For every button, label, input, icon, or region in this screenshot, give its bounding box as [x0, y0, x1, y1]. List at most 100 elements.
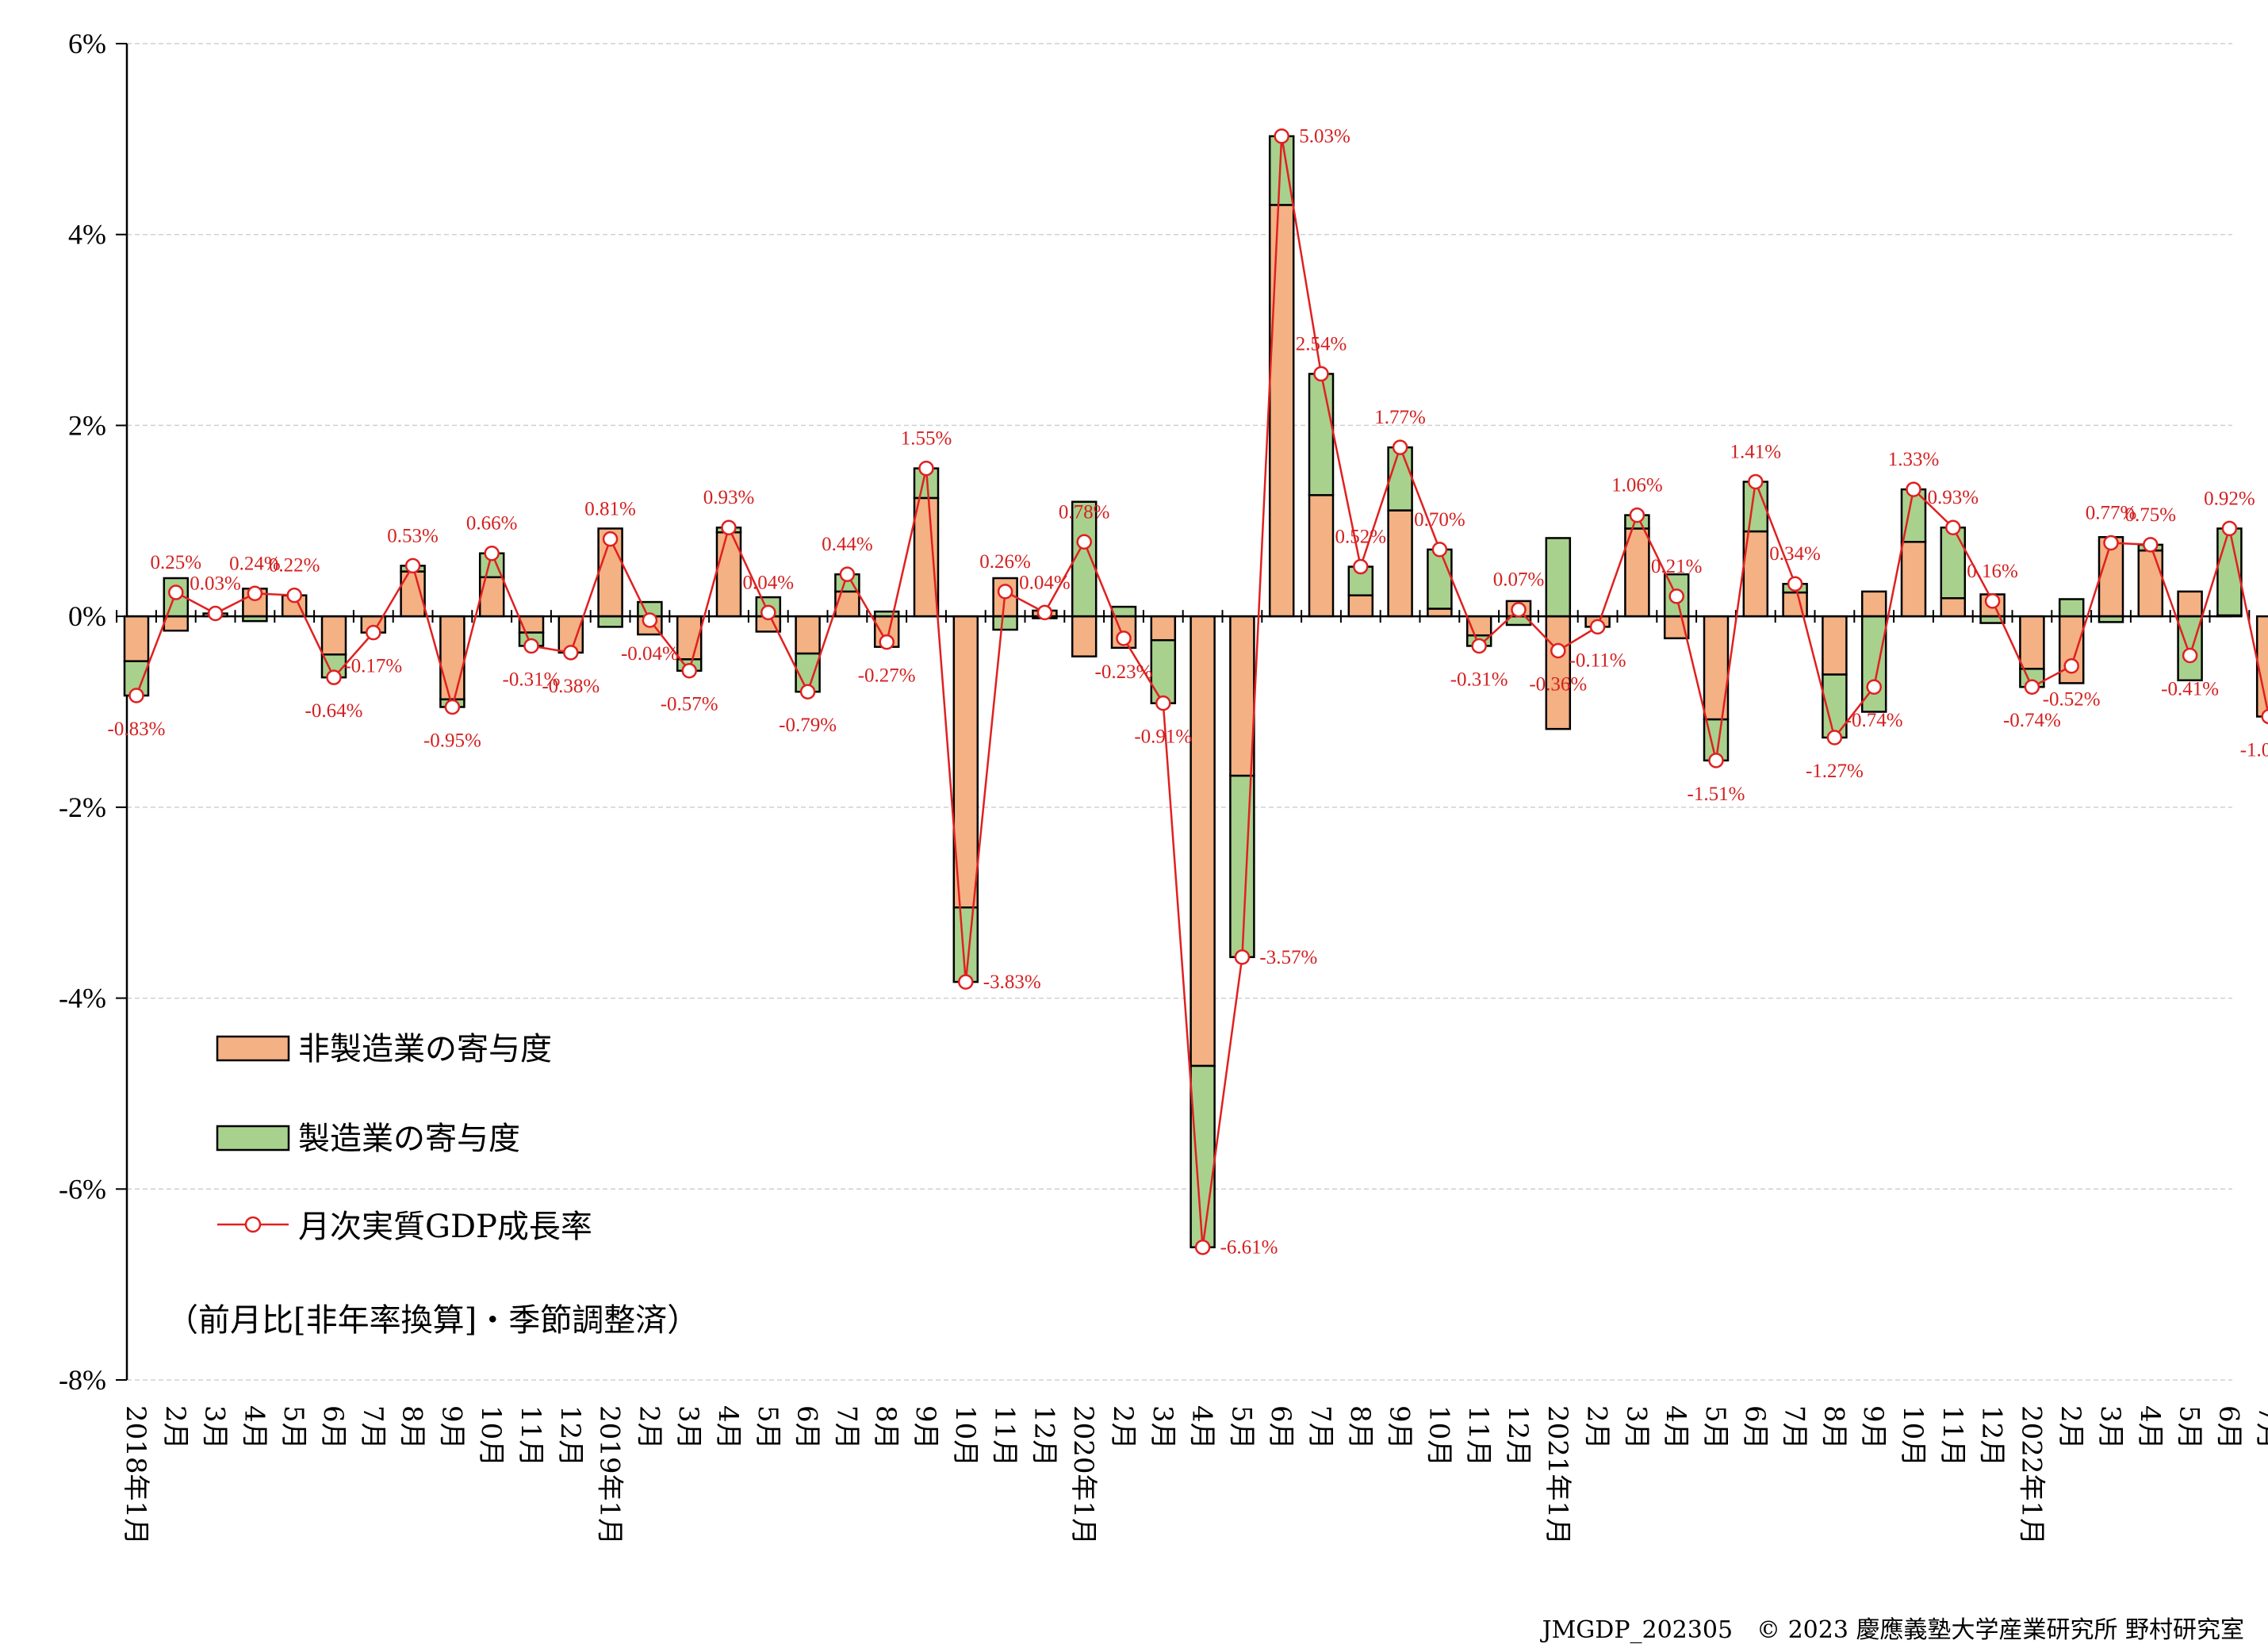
gdp-data-label: 0.81% [584, 499, 636, 520]
bar-non-manufacturing [1545, 615, 1572, 730]
x-tick-label: 3月 [1620, 1405, 1652, 1450]
gdp-data-label: -0.31% [503, 669, 561, 690]
x-tick-label: 8月 [397, 1405, 428, 1450]
x-tick-label: 3月 [672, 1405, 704, 1450]
x-tick-label: 7月 [1304, 1405, 1336, 1450]
gdp-point [721, 519, 737, 535]
bar-non-manufacturing [1822, 615, 1848, 676]
gdp-data-label: -0.36% [1529, 673, 1587, 695]
bar-non-manufacturing [1624, 527, 1650, 618]
x-tick-label: 5月 [1225, 1405, 1257, 1450]
x-tick-label: 8月 [1818, 1405, 1849, 1450]
bar-non-manufacturing [1900, 541, 1927, 618]
x-tick-label: 6月 [317, 1405, 349, 1450]
gdp-data-label: 5.03% [1299, 126, 1350, 148]
x-tick-label: 5月 [2174, 1405, 2205, 1450]
gdp-point [1945, 519, 1961, 535]
gdp-point [602, 531, 619, 547]
gdp-point [839, 566, 856, 582]
x-tick-label: 2月 [2055, 1405, 2086, 1450]
gdp-data-label: -0.64% [305, 700, 363, 722]
x-tick-label: 2月 [1581, 1405, 1613, 1450]
gdp-point [918, 460, 934, 477]
y-tick-label: 6% [68, 28, 106, 59]
gdp-data-label: -0.74% [1845, 710, 1903, 731]
x-tick-label: 2019年1月 [594, 1405, 626, 1545]
gdp-data-label: -0.11% [1569, 650, 1626, 671]
x-axis-zero-line [116, 610, 2251, 623]
y-tick-label: 4% [68, 219, 106, 251]
gdp-data-label: -3.83% [983, 972, 1041, 993]
legend-label-gdp: 月次実質GDP成長率 [298, 1209, 592, 1245]
bar-non-manufacturing [913, 496, 940, 618]
gdp-data-label: 0.16% [1967, 561, 2018, 582]
x-tick-label: 8月 [870, 1405, 902, 1450]
gdp-data-label: -0.52% [2043, 689, 2101, 711]
bar-non-manufacturing [2255, 615, 2268, 718]
gdp-point [444, 699, 461, 715]
x-tick-label: 6月 [1739, 1405, 1771, 1450]
gdp-point [2143, 537, 2159, 553]
gdp-data-label: 1.41% [1730, 441, 1782, 462]
gdp-data-label: 0.22% [269, 555, 320, 577]
gdp-point [1511, 601, 1527, 618]
gridlines [127, 43, 2232, 1381]
gdp-point [1116, 630, 1132, 646]
x-tick-label: 2月 [1107, 1405, 1139, 1450]
bar-non-manufacturing [1229, 615, 1255, 777]
gdp-point [1431, 542, 1448, 558]
gdp-data-label: 0.52% [1335, 527, 1387, 548]
gdp-data-label: 0.26% [979, 551, 1031, 573]
gdp-point [2103, 535, 2119, 551]
x-tick-label: 9月 [435, 1405, 467, 1450]
x-tick-label: 12月 [1028, 1405, 1059, 1466]
bar-non-manufacturing [1742, 530, 1769, 618]
gdp-growth-line [128, 128, 2268, 1255]
gdp-point [484, 545, 500, 561]
gdp-data-label: 0.25% [151, 552, 202, 573]
x-tick-label: 3月 [2094, 1405, 2126, 1450]
gdp-data-label: 1.77% [1374, 407, 1426, 428]
x-tick-label: 9月 [1857, 1405, 1889, 1450]
x-tick-label: 6月 [2212, 1405, 2244, 1450]
gdp-data-label: 0.04% [743, 572, 795, 593]
gdp-data-label: 2.54% [1296, 333, 1347, 355]
bar-non-manufacturing [1071, 615, 1098, 657]
gdp-data-label: 1.55% [901, 428, 952, 450]
bar-non-manufacturing [1268, 204, 1295, 618]
gdp-point [1906, 481, 1921, 497]
gdp-point [1748, 473, 1764, 490]
x-tick-label: 11月 [1462, 1405, 1494, 1466]
bar-manufacturing [2058, 598, 2085, 618]
gdp-data-label: -0.31% [1450, 669, 1508, 690]
bar-manufacturing [1742, 481, 1769, 533]
gdp-data-label: 0.93% [1928, 487, 1979, 508]
bar-manufacturing [1190, 1064, 1216, 1248]
gdp-line-path [135, 136, 2268, 1247]
gdp-point [879, 634, 895, 650]
bar-non-manufacturing [1347, 594, 1374, 618]
bar-manufacturing [1150, 638, 1177, 704]
gdp-data-label: 0.92% [2204, 488, 2255, 509]
gdp-data-label: 1.06% [1611, 475, 1663, 496]
bar-manufacturing [1268, 135, 1295, 206]
gdp-point [2063, 657, 2079, 674]
x-tick-label: 4月 [2134, 1405, 2166, 1450]
gdp-point [2024, 679, 2040, 695]
x-tick-label: 4月 [238, 1405, 270, 1450]
gdp-data-label: 0.24% [229, 553, 281, 574]
gdp-data-label: -0.83% [108, 719, 166, 740]
gdp-point [1589, 619, 1606, 635]
gdp-data-label: -1.51% [1688, 784, 1745, 805]
x-tick-label: 2022年1月 [2015, 1405, 2047, 1545]
x-tick-label: 4月 [1186, 1405, 1218, 1450]
bar-manufacturing [1110, 605, 1137, 618]
gdp-data-label: -1.27% [1806, 761, 1864, 782]
footer-credit: JMGDP_202305 © 2023 慶應義塾大学産業研究所 野村研究室 [1540, 1616, 2244, 1644]
x-tick-label: 4月 [712, 1405, 744, 1450]
gdp-data-label: 0.07% [1493, 569, 1545, 591]
gdp-point [366, 624, 381, 641]
gdp-data-label: -0.27% [858, 665, 916, 687]
gdp-point [1984, 593, 2001, 609]
gdp-point [2182, 647, 2198, 664]
